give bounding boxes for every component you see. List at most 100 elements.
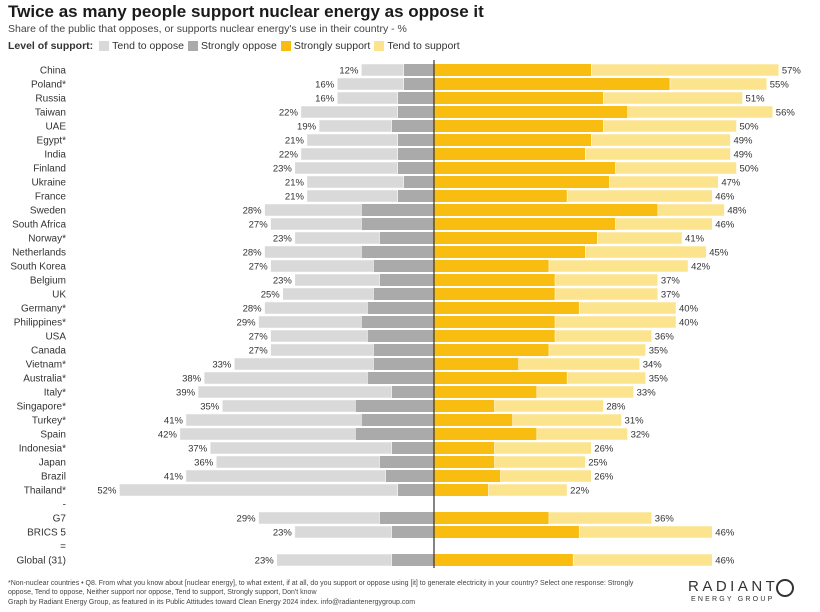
bar-tend-oppose: [185, 413, 362, 427]
bar-strongly-oppose: [397, 162, 434, 174]
bar-tend-support: [669, 77, 768, 91]
legend-label-strongly-support: Strongly support: [293, 40, 371, 52]
bar-tend-support: [603, 119, 737, 133]
category-label: Philippines*: [14, 318, 66, 329]
bar-tend-oppose: [300, 105, 398, 119]
bar-tend-oppose: [203, 371, 368, 385]
bar-tend-support: [512, 413, 622, 427]
bar-strongly-oppose: [385, 470, 434, 482]
legend-swatch-tend-oppose: [99, 41, 110, 51]
bar-strongly-support: [434, 484, 489, 496]
bar-tend-oppose: [119, 483, 398, 497]
bar-strongly-support: [434, 218, 616, 230]
support-total-label: 26%: [594, 472, 614, 483]
support-total-label: 49%: [733, 150, 753, 161]
category-label: Taiwan: [35, 108, 66, 119]
credit-line: Graph by Radiant Energy Group, as featur…: [8, 599, 416, 606]
bar-tend-oppose: [270, 217, 362, 231]
oppose-total-label: 23%: [273, 276, 293, 287]
category-label: Ukraine: [32, 178, 67, 189]
bar-tend-oppose: [234, 357, 374, 371]
category-label: G7: [53, 514, 67, 525]
category-label: Global (31): [17, 556, 66, 567]
bar-strongly-support: [434, 344, 549, 356]
bar-strongly-oppose: [391, 386, 434, 398]
bar-tend-oppose: [270, 343, 374, 357]
legend-title: Level of support:: [8, 40, 94, 52]
bar-strongly-support: [434, 414, 513, 426]
oppose-total-label: 16%: [315, 94, 335, 105]
bar-tend-oppose: [185, 469, 386, 483]
bar-strongly-support: [434, 120, 604, 132]
oppose-total-label: 23%: [273, 528, 293, 539]
bar-strongly-oppose: [397, 190, 434, 202]
bar-strongly-oppose: [397, 92, 434, 104]
support-total-label: 46%: [715, 556, 735, 567]
bar-strongly-oppose: [403, 176, 434, 188]
bar-strongly-oppose: [373, 358, 434, 370]
support-total-label: 42%: [691, 262, 711, 273]
category-label: Sweden: [30, 206, 66, 217]
support-total-label: 57%: [782, 66, 802, 77]
bar-tend-oppose: [197, 385, 392, 399]
bar-tend-support: [627, 105, 774, 119]
bar-strongly-support: [434, 190, 568, 202]
oppose-total-label: 28%: [243, 304, 263, 315]
bar-tend-support: [578, 301, 677, 315]
support-total-label: 36%: [655, 332, 675, 343]
category-label: Egypt*: [37, 136, 67, 147]
bar-tend-support: [494, 399, 604, 413]
bar-tend-support: [615, 161, 737, 175]
bar-strongly-support: [434, 106, 628, 118]
bar-tend-support: [554, 315, 677, 329]
bar-strongly-oppose: [379, 274, 434, 286]
bar-tend-oppose: [264, 301, 368, 315]
bar-strongly-oppose: [397, 484, 434, 496]
bar-strongly-oppose: [373, 288, 434, 300]
oppose-total-label: 41%: [164, 416, 184, 427]
bar-strongly-support: [434, 400, 495, 412]
bar-tend-support: [615, 217, 713, 231]
bar-tend-oppose: [276, 553, 392, 567]
bar-tend-oppose: [264, 245, 362, 259]
support-total-label: 26%: [594, 444, 614, 455]
category-label: France: [35, 192, 67, 203]
bar-tend-support: [591, 133, 731, 147]
support-total-label: 25%: [588, 458, 608, 469]
oppose-total-label: 27%: [249, 346, 269, 357]
support-total-label: 47%: [721, 178, 741, 189]
radiant-logo: RADIANT ENERGY GROUP: [688, 578, 800, 608]
bar-tend-support: [591, 63, 780, 77]
bar-tend-support: [494, 441, 592, 455]
support-total-label: 51%: [746, 94, 766, 105]
oppose-total-label: 21%: [285, 192, 305, 203]
bar-tend-oppose: [258, 511, 380, 525]
bar-tend-oppose: [361, 63, 404, 77]
legend-swatch-strongly-support: [280, 41, 291, 51]
bar-tend-oppose: [282, 287, 374, 301]
bar-strongly-support: [434, 358, 519, 370]
category-label: Singapore*: [17, 402, 67, 413]
category-label: Russia: [35, 94, 66, 105]
oppose-total-label: 23%: [255, 556, 275, 567]
category-label: Turkey*: [32, 416, 66, 427]
legend-swatch-strongly-oppose: [187, 41, 198, 51]
bar-strongly-support: [434, 148, 586, 160]
category-label: Australia*: [23, 374, 66, 385]
bar-tend-oppose: [306, 133, 398, 147]
oppose-total-label: 27%: [249, 262, 269, 273]
legend-swatch-tend-support: [374, 41, 385, 51]
category-label: UK: [52, 290, 66, 301]
diverging-bar-chart: China 12% 57% Poland* 16% 55% Russia 16% 51% Taiw…: [10, 60, 802, 568]
support-total-label: 48%: [727, 206, 747, 217]
bar-tend-support: [585, 245, 707, 259]
bar-strongly-oppose: [355, 428, 434, 440]
oppose-total-label: 39%: [176, 388, 196, 399]
support-total-label: 37%: [661, 276, 681, 287]
footnote-line-2: oppose, Tend to oppose, Neither support …: [8, 589, 317, 596]
oppose-total-label: 36%: [194, 458, 214, 469]
bar-strongly-oppose: [379, 232, 434, 244]
bar-strongly-support: [434, 456, 495, 468]
oppose-total-label: 23%: [273, 164, 293, 175]
bar-tend-support: [554, 273, 659, 287]
